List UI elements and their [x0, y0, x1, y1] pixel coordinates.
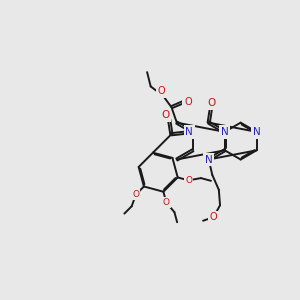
Text: O: O [158, 86, 166, 96]
Text: O: O [210, 212, 217, 222]
Text: N: N [253, 127, 260, 137]
Text: O: O [185, 176, 192, 185]
Text: N: N [185, 127, 193, 137]
Text: O: O [132, 190, 140, 199]
Text: O: O [184, 97, 192, 107]
Text: N: N [221, 127, 229, 137]
Text: O: O [163, 198, 170, 207]
Text: O: O [161, 110, 169, 120]
Text: O: O [207, 98, 215, 108]
Text: N: N [205, 154, 213, 164]
